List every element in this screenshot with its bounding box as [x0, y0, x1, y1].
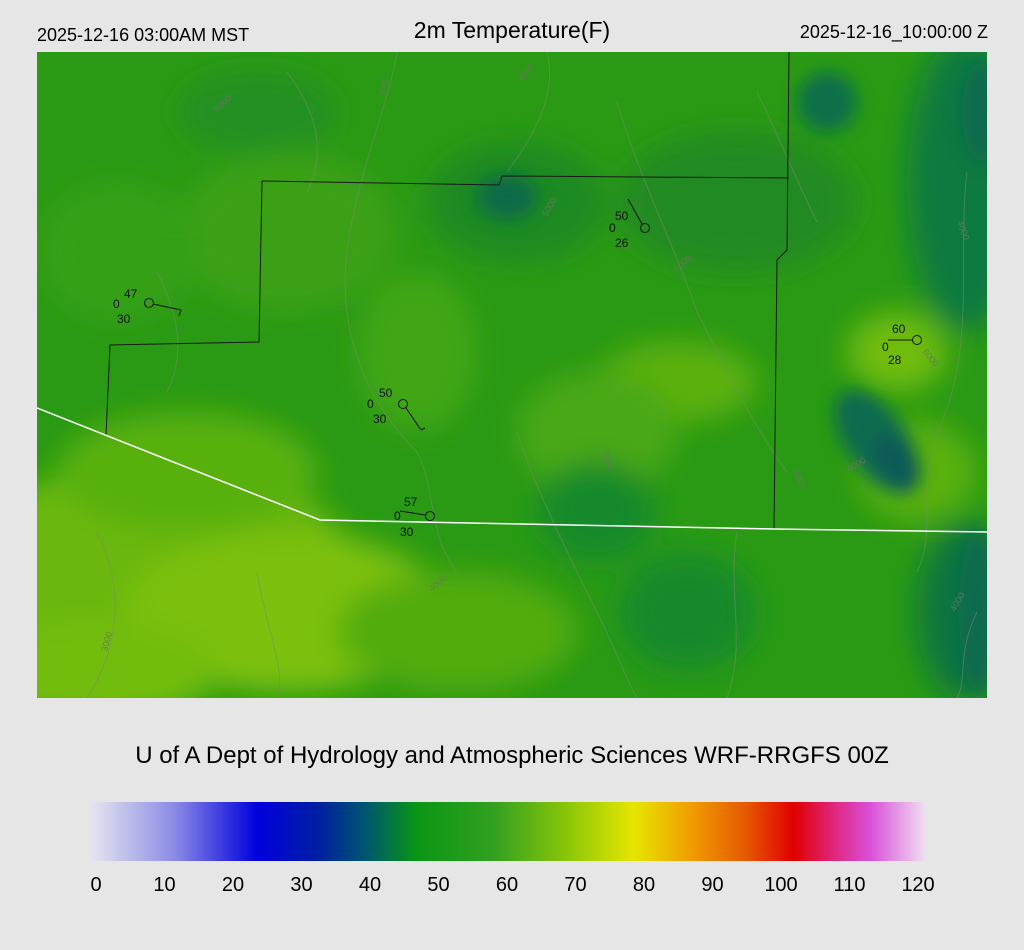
station-temp: 50	[615, 209, 629, 223]
terrain-contours	[86, 52, 978, 698]
colorbar-tick-label: 40	[358, 874, 382, 896]
colorbar-tick-label: 60	[495, 874, 519, 896]
station-wx: 0	[394, 509, 401, 523]
contour-label: 3000	[377, 76, 390, 97]
international-border	[37, 407, 987, 533]
temperature-map: 3000 4000 5000 6000 4000 5000 4000 6000 …	[37, 52, 987, 698]
valid-utc-time: 2025-12-16_10:00:00 Z	[799, 22, 988, 42]
temperature-map-canvas: 3000 4000 5000 6000 4000 5000 4000 6000 …	[37, 52, 987, 698]
station-dewpoint: 30	[400, 525, 414, 539]
station-wx: 0	[882, 340, 889, 354]
valid-local-time: 2025-12-16 03:00AM MST	[37, 25, 250, 45]
station-plot[interactable]: 50 0 30	[367, 386, 426, 431]
colorbar-tick-label: 50	[427, 874, 450, 896]
station-plot[interactable]: 50 0 26	[609, 198, 650, 250]
colorbar-tick-label: 90	[701, 874, 724, 896]
county-boundaries	[105, 52, 790, 530]
temperature-colorbar	[90, 802, 926, 861]
county-boundary	[773, 52, 790, 530]
county-boundary	[261, 175, 790, 186]
station-temp: 57	[404, 495, 418, 509]
station-wx: 0	[113, 297, 120, 311]
colorbar-tick-label: 110	[833, 874, 866, 896]
colorbar-tick-label: 120	[901, 874, 935, 896]
model-source-title: U of A Dept of Hydrology and Atmospheric…	[135, 742, 889, 769]
colorbar-tick-labels: 0 10 20 30 40 50 60 70 80 90 100 110 120	[0, 874, 1024, 904]
station-plot[interactable]: 57 0 30	[394, 495, 435, 539]
station-temp: 47	[124, 287, 138, 301]
station-dewpoint: 26	[615, 236, 629, 250]
station-plot[interactable]: 60 0 28	[882, 322, 922, 367]
station-plot[interactable]: 47 0 30	[113, 287, 182, 326]
colorbar-tick-label: 10	[153, 874, 176, 896]
station-plots: 47 0 30 50 0 26 60 0 28	[113, 198, 922, 539]
station-dewpoint: 30	[117, 312, 131, 326]
cold-valleys-shading	[477, 62, 987, 692]
station-temp: 60	[892, 322, 906, 336]
station-wx: 0	[609, 221, 616, 235]
station-wx: 0	[367, 397, 374, 411]
colorbar-tick-label: 70	[564, 874, 587, 896]
county-boundary	[105, 180, 263, 436]
map-title: 2m Temperature(F)	[413, 17, 611, 43]
station-temp: 50	[379, 386, 393, 400]
colorbar-tick-label: 20	[221, 874, 245, 896]
colorbar-tick-label: 80	[632, 874, 656, 896]
colorbar-tick-label: 0	[90, 874, 102, 896]
colorbar-tick-label: 30	[290, 874, 313, 896]
station-dewpoint: 28	[888, 353, 902, 367]
colorbar-tick-label: 100	[764, 874, 798, 896]
station-dewpoint: 30	[373, 412, 387, 426]
